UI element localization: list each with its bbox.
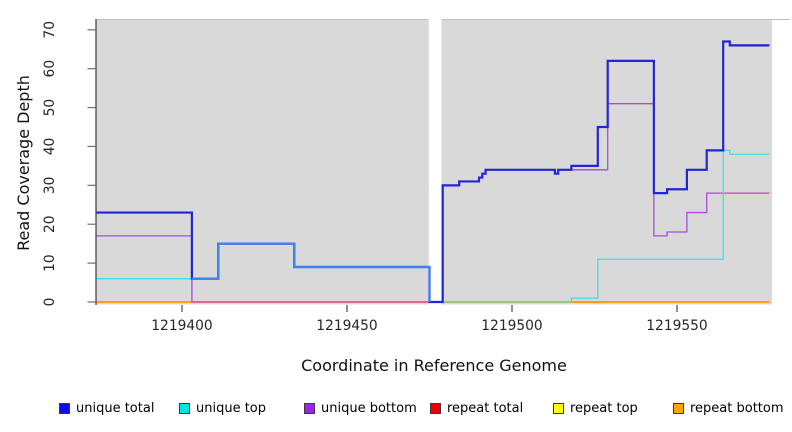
legend-label: unique total — [76, 401, 155, 416]
legend-label: repeat bottom — [690, 401, 784, 416]
legend-item-unique-top: unique top — [179, 401, 266, 416]
legend-swatch-repeat-total — [430, 403, 441, 414]
x-tick-label: 1219550 — [646, 318, 707, 334]
legend-item-repeat-total: repeat total — [430, 401, 523, 416]
legend-label: unique top — [196, 401, 267, 416]
legend-item-repeat-bottom: repeat bottom — [673, 401, 784, 416]
legend-swatch-unique-bottom — [304, 403, 315, 414]
legend-swatch-unique-top — [179, 403, 190, 414]
x-tick-label: 1219450 — [316, 318, 377, 334]
legend-label: repeat top — [570, 401, 638, 416]
x-tick-label: 1219500 — [481, 318, 542, 334]
coverage-chart: 0 10 20 30 40 50 60 70 1219400 1219450 1219500 1219… — [42, 19, 790, 334]
coverage-gap-band — [428, 19, 442, 305]
legend-swatch-repeat-top — [553, 403, 564, 414]
legend-label: unique bottom — [321, 401, 417, 416]
legend-item-unique-bottom: unique bottom — [304, 401, 417, 416]
y-tick-label: 50 — [42, 99, 58, 117]
legend-item-repeat-top: repeat top — [553, 401, 638, 416]
y-tick-label: 0 — [42, 298, 58, 307]
legend-swatch-unique-total — [59, 403, 70, 414]
y-axis-title: Read Coverage Depth — [14, 75, 33, 251]
legend-item-unique-total: unique total — [59, 401, 154, 416]
y-tick-label: 60 — [42, 60, 58, 78]
y-tick-label: 40 — [42, 138, 58, 156]
legend-swatch-repeat-bottom — [673, 403, 684, 414]
y-tick-label: 30 — [42, 177, 58, 195]
series-unique-total-top-blend — [191, 242, 431, 302]
y-tick-label: 20 — [42, 215, 58, 233]
legend-label: repeat total — [447, 401, 524, 416]
x-tick-label: 1219400 — [151, 318, 212, 334]
y-tick-label: 70 — [42, 21, 58, 39]
x-axis-title: Coordinate in Reference Genome — [301, 356, 567, 375]
y-tick-label: 10 — [42, 254, 58, 272]
